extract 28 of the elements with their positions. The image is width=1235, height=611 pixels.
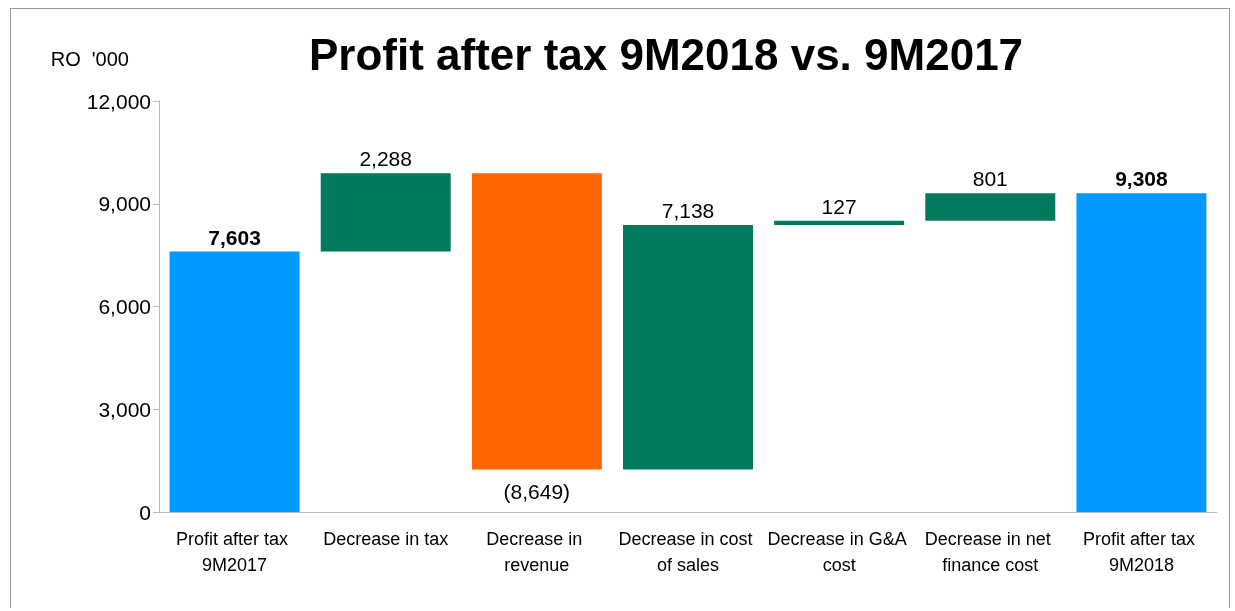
x-tick-label: Decrease in G&A cost [767, 529, 911, 575]
data-label: 7,603 [208, 225, 261, 249]
y-tick-label: 6,000 [98, 295, 151, 318]
y-tick-label: 0 [139, 500, 151, 524]
data-label: 2,288 [359, 147, 412, 171]
bar [169, 251, 300, 512]
x-tick-label: Profit after tax 9M2017 [176, 529, 294, 575]
data-label: 7,138 [661, 198, 715, 222]
bar [623, 224, 753, 470]
bar [925, 193, 1056, 221]
x-tick-label: Decrease in tax [323, 529, 449, 549]
bar [1076, 193, 1207, 512]
x-tick-label: Decrease in cost of sales [618, 529, 758, 575]
data-label: (8,649) [503, 480, 571, 504]
x-tick-label: Profit after tax 9M2018 [1082, 529, 1200, 575]
data-label: 801 [972, 167, 1008, 191]
y-tick-label: 3,000 [98, 397, 151, 421]
data-label: 127 [821, 194, 857, 218]
y-axis-title: RO '000 [50, 48, 129, 70]
y-tick-label: 9,000 [98, 192, 151, 216]
chart-title: Profit after tax 9M2018 vs. 9M2017 [308, 29, 1024, 79]
bar [471, 173, 602, 470]
data-label: 9,308 [1115, 167, 1169, 191]
x-tick-label: Decrease in revenue [486, 529, 588, 575]
bar [774, 220, 905, 225]
y-tick-label: 12,000 [86, 89, 151, 113]
x-tick-label: Decrease in net finance cost [924, 529, 1056, 575]
bar [320, 173, 451, 252]
